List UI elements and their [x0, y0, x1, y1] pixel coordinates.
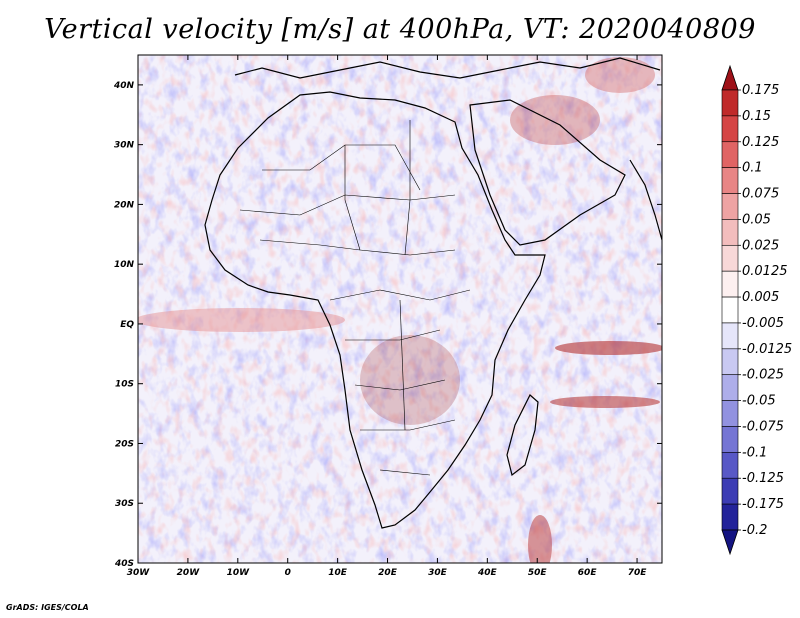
madagascar-outline [506, 394, 539, 477]
colorbar-box [721, 452, 739, 479]
x-tick-label: 30W [127, 568, 151, 578]
india-coast [629, 159, 662, 241]
colorbar-box [721, 89, 739, 117]
x-axis: 30W 20W 10W 0 10E 20E 30E 40E 50E 60E 70E [127, 55, 647, 578]
velocity-field [138, 55, 662, 563]
plot-frame [137, 54, 663, 564]
colorbar-label: 0.025 [742, 238, 779, 253]
colorbar-cap-bottom [721, 529, 739, 556]
colorbar-box [721, 400, 739, 427]
x-tick-label: 10E [328, 568, 348, 578]
y-tick-label: 10S [115, 380, 134, 390]
borders [239, 120, 471, 476]
colorbar-label: -0.125 [742, 471, 784, 486]
x-tick-label: 30E [428, 568, 448, 578]
y-tick-label: 20N [114, 200, 135, 210]
y-axis: 40S 30S 20S 10S EQ 10N 20N 30N 40N [113, 81, 662, 569]
colorbar-label: 0.175 [742, 83, 779, 98]
colorbar: 0.175 0.15 0.125 0.1 0.075 0.05 0.025 0.0125 0.0… [721, 64, 792, 556]
x-tick-label: 20W [177, 568, 201, 578]
colorbar-label: -0.1 [742, 445, 767, 460]
y-tick-label: 20S [115, 439, 134, 449]
colorbar-label: -0.0125 [742, 342, 792, 357]
colorbar-label: -0.025 [742, 368, 784, 383]
x-tick-label: 40E [477, 568, 498, 578]
y-tick-label: 40N [113, 81, 135, 91]
footer-credit: GrADS: IGES/COLA [6, 603, 89, 612]
colorbar-box [721, 296, 739, 324]
europe-coast [234, 57, 661, 79]
chart-title: Vertical velocity [m/s] at 400hPa, VT: 2… [44, 14, 756, 45]
colorbar-box [721, 270, 739, 298]
colorbar-label: 0.1 [742, 161, 763, 176]
colorbar-label: 0.005 [742, 290, 779, 305]
coastlines [204, 57, 662, 529]
x-tick-label: 20E [378, 568, 398, 578]
colorbar-box [721, 322, 739, 350]
colorbar-label: -0.005 [742, 316, 784, 331]
colorbar-box [721, 244, 739, 272]
colorbar-box [721, 426, 739, 453]
colorbar-cap-top [721, 64, 739, 91]
y-tick-label: 30S [115, 499, 134, 509]
colorbar-label: 0.05 [742, 212, 771, 227]
y-tick-label: 10N [114, 260, 135, 270]
colorbar-box [721, 141, 739, 168]
colorbar-label: 0.125 [742, 135, 779, 150]
colorbar-label: -0.175 [742, 497, 784, 512]
colorbar-label: -0.075 [742, 419, 784, 434]
arabia-outline [469, 99, 626, 246]
y-tick-label: 40S [114, 559, 134, 569]
x-tick-label: 70E [628, 568, 648, 578]
colorbar-box [721, 374, 739, 401]
x-tick-label: 0 [285, 568, 291, 578]
colorbar-box [721, 219, 739, 246]
y-tick-label: EQ [120, 320, 134, 330]
y-tick-label: 30N [114, 141, 135, 151]
x-tick-label: 10W [227, 568, 251, 578]
colorbar-box [721, 348, 739, 376]
colorbar-label: -0.2 [742, 523, 767, 538]
x-tick-label: 60E [578, 568, 598, 578]
x-tick-label: 50E [528, 568, 548, 578]
colorbar-box [721, 167, 739, 194]
africa-outline [204, 91, 546, 529]
colorbar-label: 0.0125 [742, 264, 788, 279]
colorbar-box [721, 503, 739, 531]
colorbar-box [721, 477, 739, 505]
colorbar-label: 0.075 [742, 187, 779, 202]
colorbar-box [721, 193, 739, 220]
colorbar-box [721, 115, 739, 143]
colorbar-label: -0.05 [742, 394, 776, 409]
colorbar-label: 0.15 [742, 109, 771, 124]
